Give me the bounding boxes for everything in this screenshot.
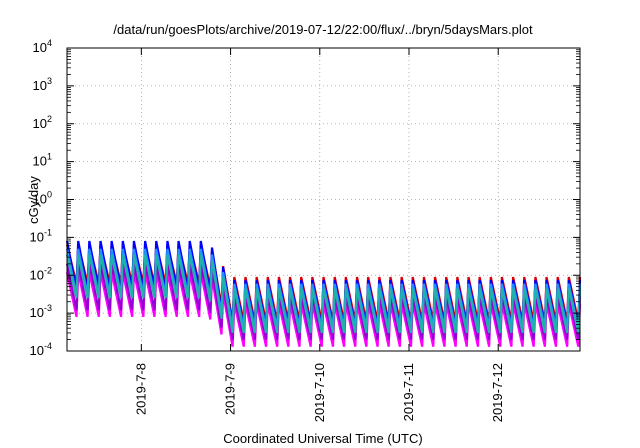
y-tick-label: 101 <box>33 152 52 169</box>
x-tick-label: 2019-7-12 <box>490 363 505 422</box>
x-tick-label: 2019-7-11 <box>401 363 416 421</box>
y-tick-label: 103 <box>33 76 52 93</box>
y-tick-label: 104 <box>33 38 52 55</box>
y-tick-label: 100 <box>33 190 52 207</box>
x-tick-label: 2019-7-8 <box>133 363 148 415</box>
y-axis: 10-4 10-3 10-2 10-1 100 101 102 103 104 <box>30 38 580 358</box>
y-tick-label: 10-3 <box>30 303 52 320</box>
y-tick-label: 10-1 <box>30 227 52 244</box>
y-axis-label: cGy/day <box>26 176 41 224</box>
series-group <box>65 240 582 347</box>
chart-title: /data/run/goesPlots/archive/2019-07-12/2… <box>113 22 533 37</box>
y-tick-label: 10-4 <box>30 341 52 358</box>
x-tick-label: 2019-7-10 <box>312 363 327 422</box>
y-tick-label: 10-2 <box>30 265 52 282</box>
series-line-6 <box>65 254 582 334</box>
x-tick-label: 2019-7-9 <box>223 363 238 415</box>
x-axis-label: Coordinated Universal Time (UTC) <box>223 431 422 446</box>
x-axis: 2019-7-8 2019-7-9 2019-7-10 2019-7-11 2019-7… <box>133 48 505 422</box>
y-tick-label: 102 <box>33 114 52 131</box>
